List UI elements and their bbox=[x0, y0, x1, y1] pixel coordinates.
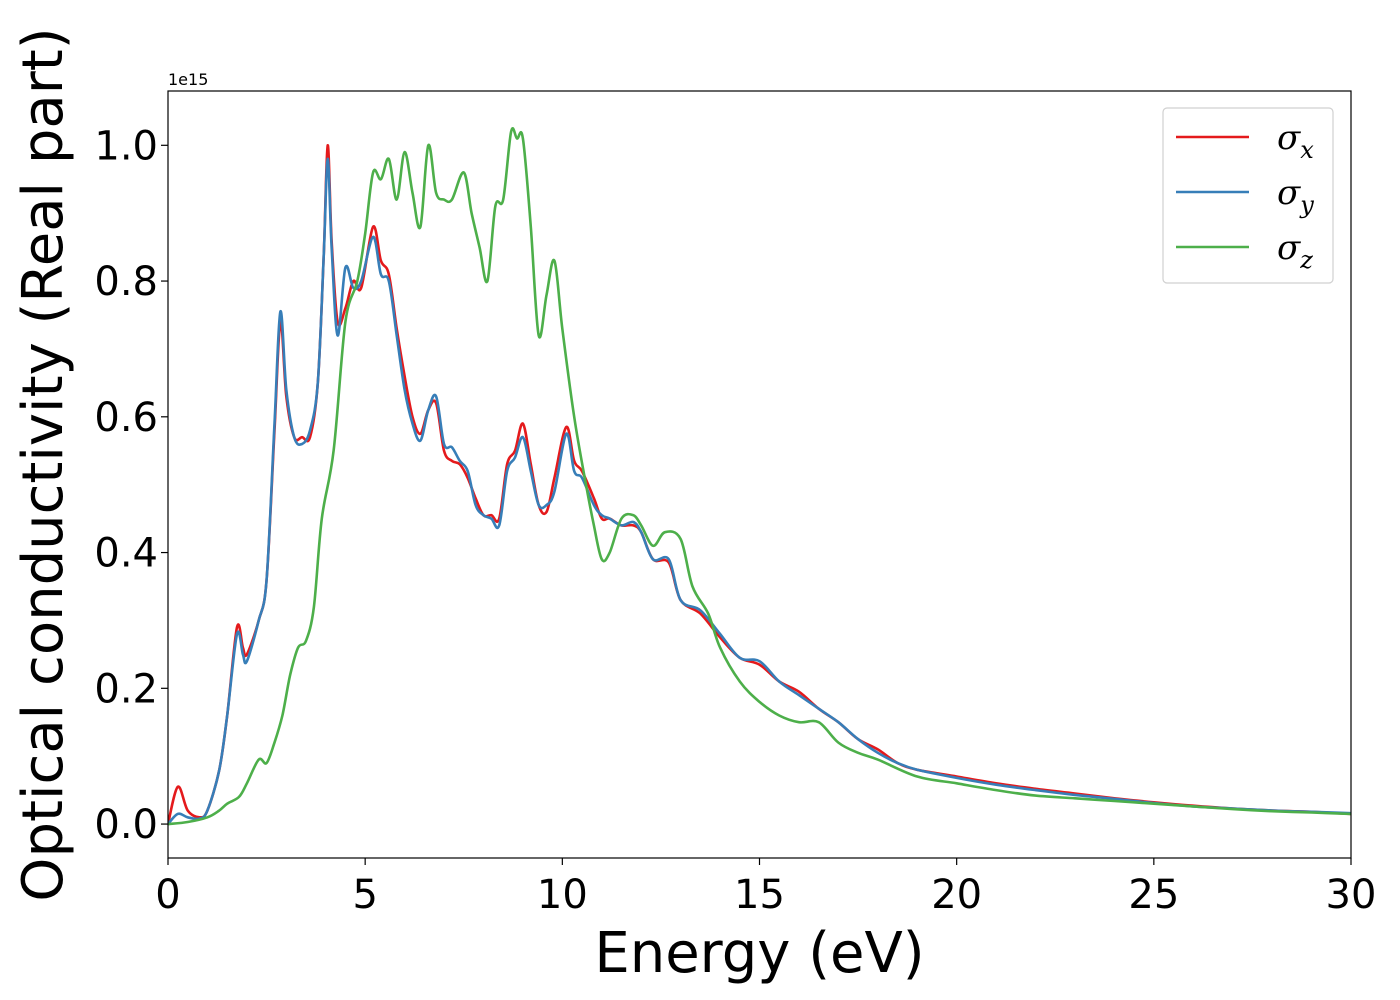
y-axis-offset-label: 1e15 bbox=[168, 70, 208, 89]
x-tick-label: 15 bbox=[734, 872, 785, 918]
series-line-y bbox=[168, 157, 1351, 825]
x-tick-label: 20 bbox=[931, 872, 982, 918]
y-tick-label: 0.2 bbox=[94, 666, 158, 712]
x-axis-title: Energy (eV) bbox=[594, 921, 924, 986]
y-tick-label: 0.0 bbox=[94, 802, 158, 848]
y-tick-label: 0.6 bbox=[94, 395, 158, 441]
x-tick-label: 0 bbox=[155, 872, 180, 918]
x-axis-ticks: 0 5 10 15 20 25 30 bbox=[155, 858, 1376, 918]
legend-label-z: σz bbox=[1277, 228, 1313, 274]
legend: σx σy σz bbox=[1162, 107, 1334, 284]
y-axis-title: Optical conductivity (Real part) bbox=[11, 27, 76, 901]
series-layer bbox=[168, 127, 1351, 826]
legend-label-y: σy bbox=[1277, 173, 1314, 219]
series-line-z bbox=[168, 127, 1351, 826]
y-tick-label: 0.8 bbox=[94, 259, 158, 305]
legend-box bbox=[1162, 107, 1334, 284]
y-tick-label: 0.4 bbox=[94, 531, 158, 577]
y-tick-label: 1.0 bbox=[94, 123, 158, 169]
x-tick-label: 10 bbox=[537, 872, 588, 918]
x-tick-label: 30 bbox=[1326, 872, 1377, 918]
x-tick-label: 5 bbox=[352, 872, 377, 918]
y-axis-ticks: 0.0 0.2 0.4 0.6 0.8 1.0 bbox=[94, 123, 168, 848]
legend-label-x: σx bbox=[1277, 118, 1314, 164]
x-tick-label: 25 bbox=[1128, 872, 1179, 918]
